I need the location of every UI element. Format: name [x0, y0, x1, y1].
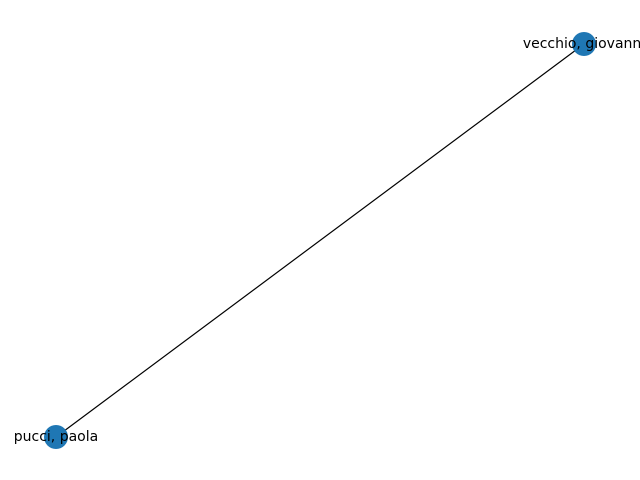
graph-edge: [55, 43, 585, 438]
node-label: vecchio, giovanni: [523, 36, 640, 52]
graph-node: vecchio, giovanni: [523, 32, 640, 56]
graph-node: pucci, paola: [14, 425, 98, 449]
node-marker: [44, 425, 68, 449]
node-label: pucci, paola: [14, 429, 98, 445]
node-marker: [572, 32, 596, 56]
